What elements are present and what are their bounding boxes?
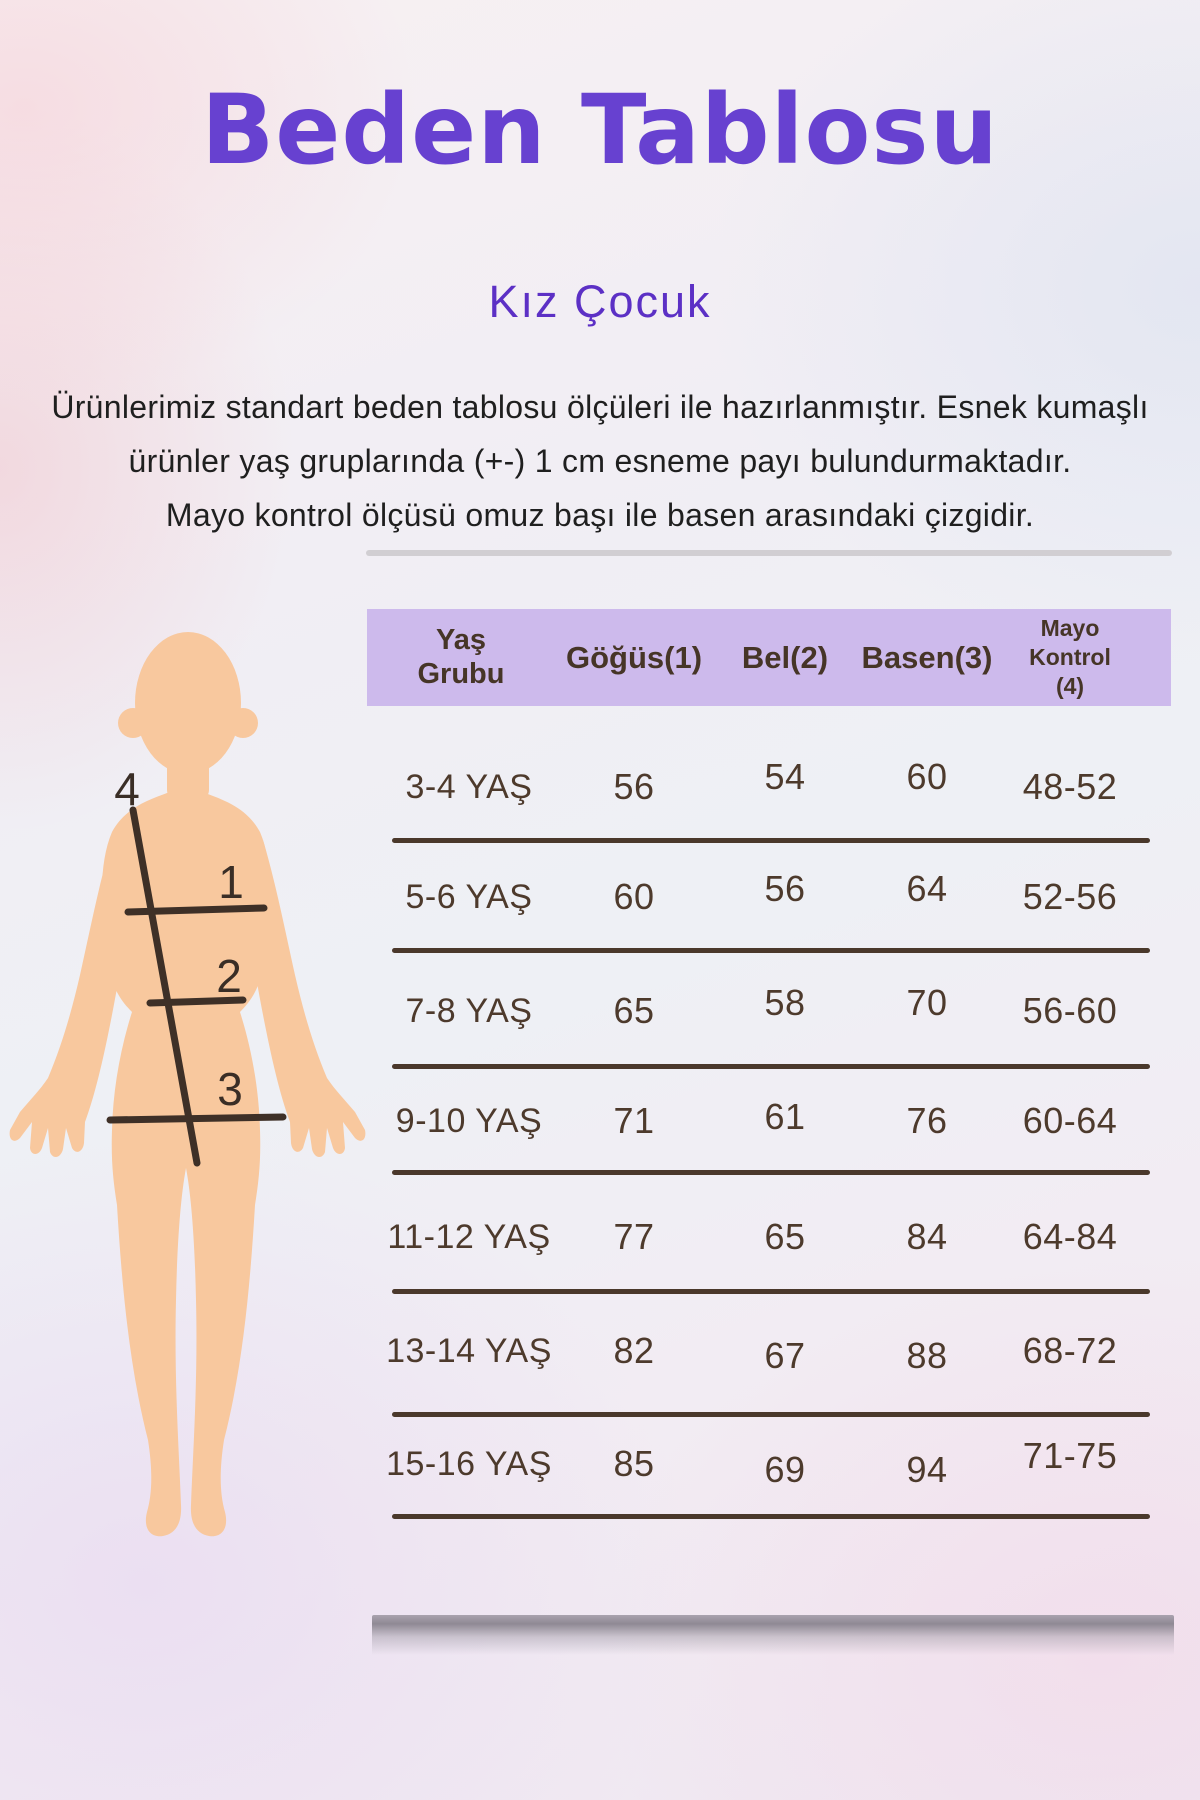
waist-cell: 56 [764,868,806,909]
hip-cell: 64 [906,868,948,909]
waist-cell: 58 [764,982,806,1023]
mayo-cell: 48-52 [1022,766,1118,807]
mayo-cell: 68-72 [1022,1330,1118,1371]
age-cell: 13-14 YAŞ [386,1331,552,1370]
header-cell-waist: Bel(2) [741,639,829,675]
measurement-label-chest: 1 [218,856,244,908]
description-line: Ürünlerimiz standart beden tablosu ölçül… [51,389,1149,425]
table-row: 9-10 YAŞ 71 61 76 60-64 [367,1096,1171,1145]
row-divider [392,838,1150,843]
figure-arm-left [9,840,128,1158]
hip-cell: 76 [906,1100,948,1141]
description-text: Ürünlerimiz standart beden tablosu ölçül… [0,380,1200,542]
waist-cell: 54 [764,756,806,797]
figure-head [135,632,241,774]
hip-cell: 70 [906,982,948,1023]
age-cell: 7-8 YAŞ [405,991,533,1030]
age-cell: 3-4 YAŞ [405,767,533,806]
measurement-label-waist: 2 [216,950,242,1002]
header-cell-chest: Göğüs(1) [565,639,703,675]
figure-arm-right [247,840,366,1158]
table-row: 15-16 YAŞ 85 69 94 71-75 [367,1435,1171,1490]
row-divider [392,1412,1150,1417]
description-line: ürünler yaş gruplarında (+-) 1 cm esneme… [128,443,1072,479]
hip-cell: 94 [906,1449,948,1490]
chest-cell: 56 [613,766,655,807]
hip-cell: 60 [906,756,948,797]
hip-cell: 88 [906,1335,948,1376]
table-header: Yaş Grubu Göğüs(1) Bel(2) Basen(3) Mayo … [367,609,1171,706]
table-row: 13-14 YAŞ 82 67 88 68-72 [367,1327,1171,1376]
measurement-line-chest [124,904,268,916]
table-row: 11-12 YAŞ 77 65 84 64-84 [367,1213,1171,1261]
measurement-line-hip [106,1113,287,1124]
girl-figure-svg: 4 1 2 3 [9,632,366,1537]
bottom-shadow-bar [372,1615,1174,1655]
header-cell-age: Yaş Grubu [417,624,505,690]
row-divider [392,1064,1150,1069]
mayo-cell: 60-64 [1022,1100,1118,1141]
mayo-cell: 64-84 [1022,1216,1118,1257]
figure-torso-legs [101,789,271,1537]
chest-cell: 77 [613,1216,655,1257]
waist-cell: 65 [764,1216,806,1257]
chest-cell: 65 [613,990,655,1031]
table-row: 7-8 YAŞ 65 58 70 56-60 [367,982,1171,1035]
table-row: 5-6 YAŞ 60 56 64 52-56 [367,868,1171,921]
row-divider [392,1514,1150,1519]
row-divider [392,1170,1150,1175]
mayo-cell: 52-56 [1022,876,1118,917]
age-cell: 9-10 YAŞ [395,1101,543,1140]
measurement-line-waist [146,996,247,1007]
chest-cell: 82 [613,1330,655,1371]
measurement-label-hip: 3 [217,1063,243,1115]
hip-cell: 84 [906,1216,948,1257]
age-cell: 11-12 YAŞ [387,1217,551,1256]
waist-cell: 61 [764,1096,806,1137]
description-line: Mayo kontrol ölçüsü omuz başı ile basen … [165,497,1035,533]
chest-cell: 60 [613,876,655,917]
age-cell: 15-16 YAŞ [386,1444,552,1483]
measurement-label-mayo: 4 [114,763,140,815]
waist-cell: 69 [764,1449,806,1490]
chest-cell: 85 [613,1443,655,1484]
mayo-cell: 56-60 [1022,990,1118,1031]
measurement-line-mayo [129,806,201,1167]
mayo-cell: 71-75 [1022,1435,1118,1476]
age-cell: 5-6 YAŞ [405,877,533,916]
page-subtitle: Kız Çocuk [488,276,712,327]
header-cell-mayo: Mayo Kontrol (4) [1029,615,1111,699]
row-divider [392,1289,1150,1294]
waist-cell: 67 [764,1335,806,1376]
girl-figure: 4 1 2 3 [0,560,400,1570]
table-row: 3-4 YAŞ 56 54 60 48-52 [367,756,1171,811]
header-cell-hip: Basen(3) [861,639,993,675]
chest-cell: 71 [613,1100,655,1141]
page-title: Beden Tablosu [201,74,999,186]
figure-neck [167,745,209,800]
row-divider [392,948,1150,953]
top-divider [366,550,1172,556]
